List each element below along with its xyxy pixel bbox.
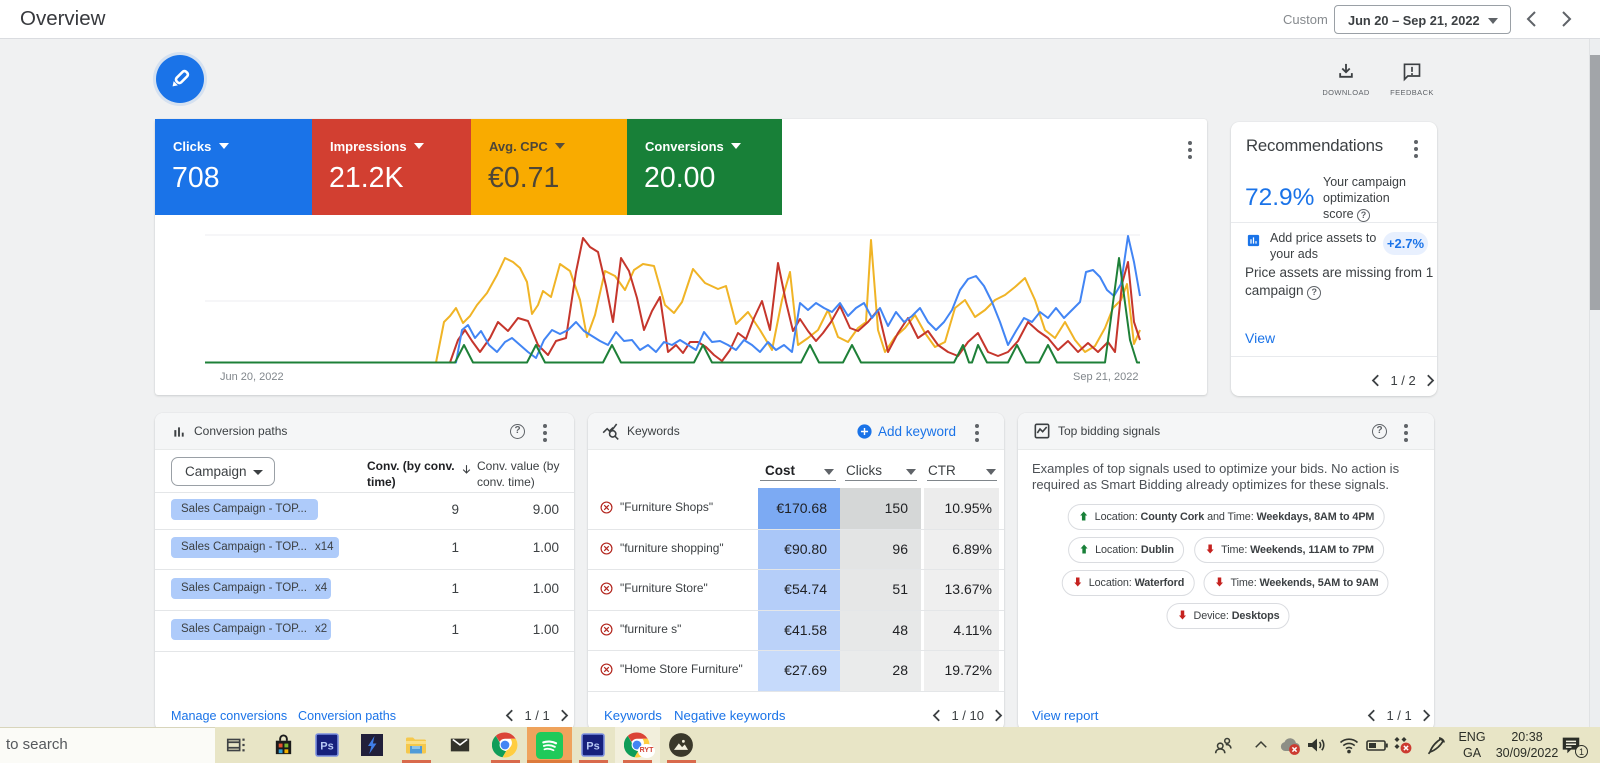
svg-text:Ps: Ps [320, 741, 333, 753]
svg-text:Ps: Ps [586, 741, 599, 753]
